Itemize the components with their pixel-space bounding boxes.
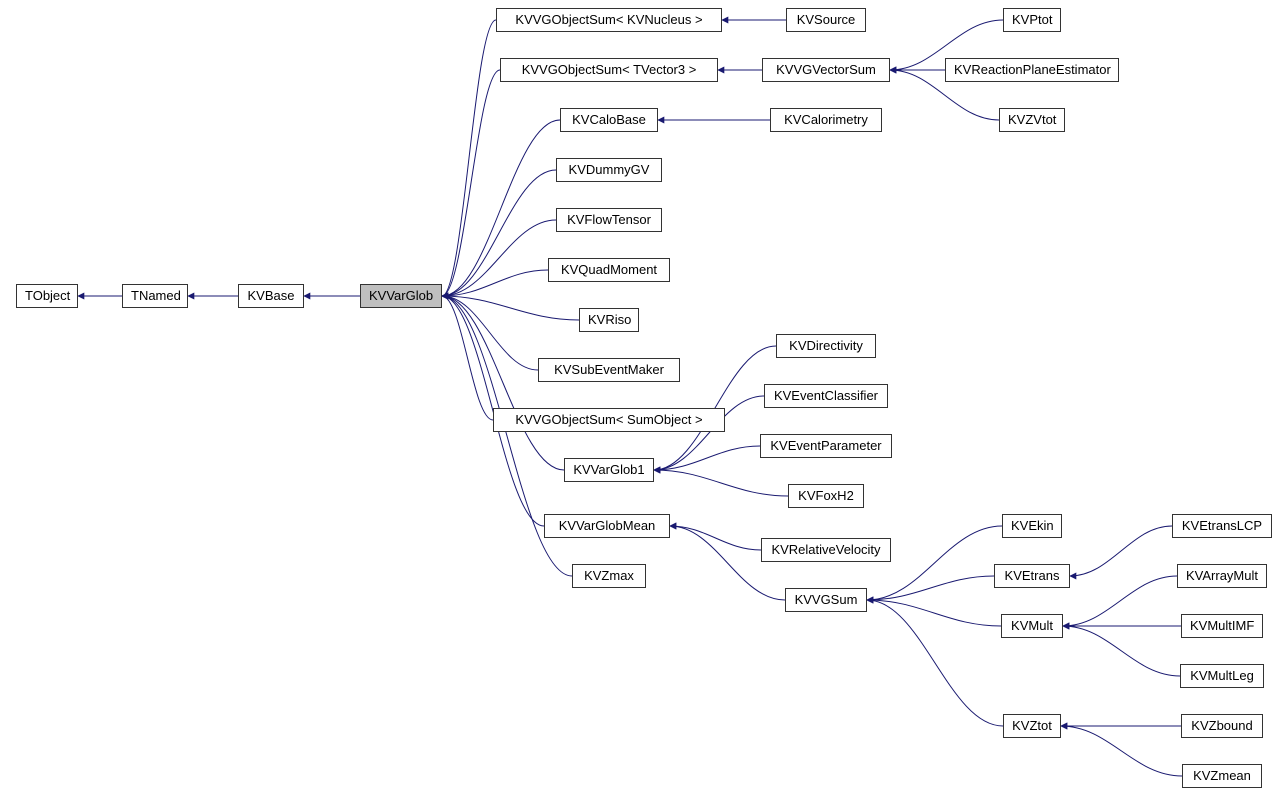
- class-node-KVFlowTensor[interactable]: KVFlowTensor: [556, 208, 662, 232]
- class-node-KVReactionPlaneEstimator[interactable]: KVReactionPlaneEstimator: [945, 58, 1119, 82]
- class-node-KVZmax[interactable]: KVZmax: [572, 564, 646, 588]
- inheritance-edge: [867, 576, 994, 600]
- class-node-KVEtrans[interactable]: KVEtrans: [994, 564, 1070, 588]
- inheritance-edge: [442, 120, 560, 296]
- inheritance-edge: [1070, 526, 1172, 576]
- class-node-KVDirectivity[interactable]: KVDirectivity: [776, 334, 876, 358]
- inheritance-edge: [442, 296, 538, 370]
- class-node-KVVGObjectSumSumObject[interactable]: KVVGObjectSum< SumObject >: [493, 408, 725, 432]
- inheritance-edge: [442, 70, 500, 296]
- class-node-KVZmean[interactable]: KVZmean: [1182, 764, 1262, 788]
- class-node-TObject[interactable]: TObject: [16, 284, 78, 308]
- inheritance-edge: [1063, 576, 1177, 626]
- class-node-KVArrayMult[interactable]: KVArrayMult: [1177, 564, 1267, 588]
- class-node-KVZVtot[interactable]: KVZVtot: [999, 108, 1065, 132]
- class-node-KVVarGlob1[interactable]: KVVarGlob1: [564, 458, 654, 482]
- inheritance-edge: [1063, 626, 1180, 676]
- class-node-KVEventClassifier[interactable]: KVEventClassifier: [764, 384, 888, 408]
- inheritance-edge: [442, 296, 564, 470]
- inheritance-edge: [654, 470, 788, 496]
- class-node-KVSubEventMaker[interactable]: KVSubEventMaker: [538, 358, 680, 382]
- class-node-KVMultIMF[interactable]: KVMultIMF: [1181, 614, 1263, 638]
- inheritance-edge: [442, 220, 556, 296]
- inheritance-edge: [442, 296, 493, 420]
- inheritance-edge: [867, 600, 1003, 726]
- class-node-KVPtot[interactable]: KVPtot: [1003, 8, 1061, 32]
- inheritance-edge: [867, 600, 1001, 626]
- class-node-KVMultLeg[interactable]: KVMultLeg: [1180, 664, 1264, 688]
- class-node-KVRelativeVelocity[interactable]: KVRelativeVelocity: [761, 538, 891, 562]
- class-node-KVEtransLCP[interactable]: KVEtransLCP: [1172, 514, 1272, 538]
- class-node-KVSource[interactable]: KVSource: [786, 8, 866, 32]
- inheritance-edge: [1061, 726, 1182, 776]
- class-node-KVVGObjectSumTVector3[interactable]: KVVGObjectSum< TVector3 >: [500, 58, 718, 82]
- class-node-TNamed[interactable]: TNamed: [122, 284, 188, 308]
- class-node-KVQuadMoment[interactable]: KVQuadMoment: [548, 258, 670, 282]
- class-node-KVDummyGV[interactable]: KVDummyGV: [556, 158, 662, 182]
- class-node-KVVGSum[interactable]: KVVGSum: [785, 588, 867, 612]
- class-node-KVVarGlob[interactable]: KVVarGlob: [360, 284, 442, 308]
- inheritance-edge: [442, 20, 496, 296]
- class-node-KVEkin[interactable]: KVEkin: [1002, 514, 1062, 538]
- class-node-KVEventParameter[interactable]: KVEventParameter: [760, 434, 892, 458]
- inheritance-edge: [442, 296, 579, 320]
- class-node-KVCaloBase[interactable]: KVCaloBase: [560, 108, 658, 132]
- class-node-KVFoxH2[interactable]: KVFoxH2: [788, 484, 864, 508]
- class-node-KVVarGlobMean[interactable]: KVVarGlobMean: [544, 514, 670, 538]
- class-node-KVVGObjectSumKVNucleus[interactable]: KVVGObjectSum< KVNucleus >: [496, 8, 722, 32]
- inheritance-edge: [442, 270, 548, 296]
- class-node-KVZtot[interactable]: KVZtot: [1003, 714, 1061, 738]
- class-node-KVBase[interactable]: KVBase: [238, 284, 304, 308]
- inheritance-edge: [442, 170, 556, 296]
- class-node-KVMult[interactable]: KVMult: [1001, 614, 1063, 638]
- class-node-KVVGVectorSum[interactable]: KVVGVectorSum: [762, 58, 890, 82]
- class-node-KVCalorimetry[interactable]: KVCalorimetry: [770, 108, 882, 132]
- inheritance-edge: [670, 526, 761, 550]
- inheritance-edge: [654, 446, 760, 470]
- class-node-KVZbound[interactable]: KVZbound: [1181, 714, 1263, 738]
- class-node-KVRiso[interactable]: KVRiso: [579, 308, 639, 332]
